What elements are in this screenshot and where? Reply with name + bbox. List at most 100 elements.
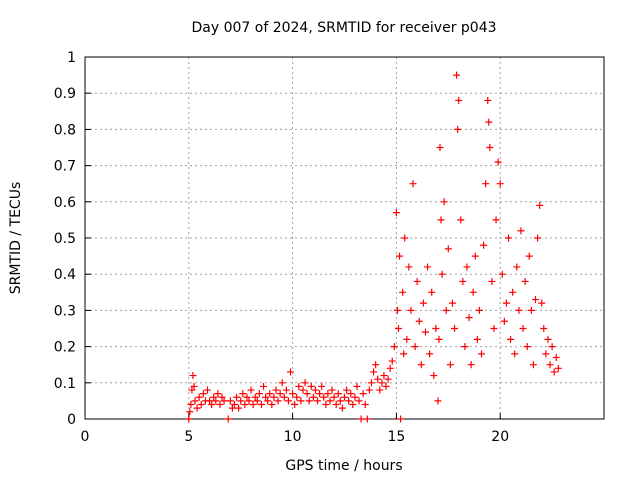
data-point [253,397,261,405]
data-point [548,343,556,351]
data-point [534,234,542,242]
data-point [426,350,434,358]
data-point [301,379,309,387]
data-point [500,317,508,325]
data-point [190,382,198,390]
data-point [484,96,492,104]
data-point [328,386,336,394]
data-point [359,390,367,398]
data-point [435,335,443,343]
data-point [432,325,440,332]
data-point [372,361,380,369]
x-tick-label: 20 [491,429,509,445]
y-tick-label: 0.5 [54,231,76,247]
data-point [529,361,537,369]
data-point [538,299,546,307]
data-point [494,158,502,166]
y-tick-label: 1 [67,50,76,66]
data-point [361,401,369,409]
data-point [289,390,297,398]
data-point [233,393,241,401]
y-tick-label: 0 [67,412,76,428]
data-point [349,401,357,409]
data-point [249,401,257,409]
x-tick-label: 5 [184,429,193,445]
data-point [326,397,334,405]
data-point [247,386,255,394]
x-tick-label: 10 [284,429,302,445]
data-point [505,234,513,242]
data-point [203,386,211,394]
data-point [454,125,462,133]
data-point [224,415,232,423]
data-point [245,397,253,405]
data-point [270,393,278,401]
data-point [208,401,216,409]
data-point [351,393,359,401]
data-point [318,382,326,390]
data-point [216,401,224,409]
data-point [311,386,319,394]
data-point [268,401,276,409]
data-point [546,361,554,369]
data-point [305,397,313,405]
data-point [195,393,203,401]
data-point [193,404,201,412]
data-point [199,390,207,398]
data-point [465,314,473,322]
data-point [280,393,288,401]
data-point [448,299,456,307]
data-point [436,144,444,151]
data-point [463,263,471,271]
data-point [485,118,493,126]
data-point [480,241,488,249]
data-point [397,415,405,423]
data-point [322,401,330,409]
data-point [482,180,490,188]
data-point [343,386,351,394]
data-point [492,216,500,224]
data-point [228,404,236,412]
data-point [295,382,303,390]
data-point [336,397,344,405]
data-point [378,379,386,387]
y-tick-label: 0.1 [54,376,76,392]
data-point [438,270,446,278]
y-tick-label: 0.2 [54,340,76,356]
data-point [212,397,220,405]
data-point [260,382,268,390]
data-point [330,393,338,401]
data-point [440,198,448,206]
x-ticks: 0 5 10 15 20 [81,413,509,445]
data-point [390,343,398,351]
data-point [276,390,284,398]
data-point [523,343,531,351]
data-point [239,390,247,398]
data-point [316,390,324,398]
data-point [394,325,402,332]
data-point [490,325,498,332]
data-point [392,209,400,217]
data-point [405,263,413,271]
data-point [552,353,560,361]
data-point [469,288,477,296]
y-tick-label: 0.3 [54,303,76,319]
data-point [409,180,417,188]
data-point [307,382,315,390]
data-point [226,397,234,405]
data-point [411,343,419,351]
y-tick-label: 0.9 [54,86,76,102]
data-point [502,299,510,307]
data-point [486,144,494,151]
y-tick-label: 0.6 [54,195,76,211]
data-point [382,382,390,390]
data-point [237,397,245,405]
data-point [496,180,504,188]
data-point [309,393,317,401]
data-point [542,350,550,358]
x-axis-label: GPS time / hours [285,458,402,474]
data-point [284,397,292,405]
data-point [345,397,353,405]
data-point [399,288,407,296]
data-point [515,306,523,314]
